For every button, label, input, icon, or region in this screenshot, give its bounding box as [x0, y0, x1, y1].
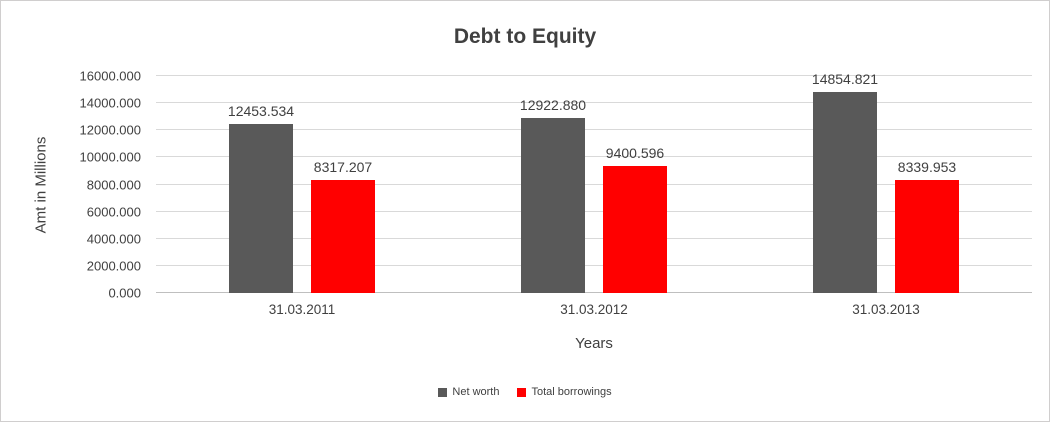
legend-swatch	[438, 387, 448, 397]
data-label: 8317.207	[313, 159, 373, 176]
bar-total-borrowings: 8339.953	[895, 159, 959, 293]
gridline	[156, 237, 1032, 239]
data-label: 12453.534	[227, 103, 295, 120]
y-tick-label: 2000.000	[86, 258, 141, 274]
bar-net-worth: 14854.821	[812, 71, 878, 293]
gridline	[156, 129, 1032, 131]
data-label: 14854.821	[811, 70, 879, 87]
plot-area: 12453.534 8317.207 12922.880 9400.596 14854.…	[156, 71, 1032, 293]
gridline	[156, 156, 1032, 158]
legend-item: Total borrowings	[517, 386, 612, 398]
gridline	[156, 210, 1032, 212]
x-axis-ticks: 31.03.2011 31.03.2012 31.03.2013	[156, 302, 1032, 317]
gridline	[156, 102, 1032, 104]
y-axis-ticks: 0.000 2000.000 4000.000 6000.000 8000.000 100…	[1, 69, 149, 301]
bar-group: 12922.880 9400.596	[448, 76, 740, 293]
y-tick-label: 14000.000	[79, 95, 141, 111]
y-tick-label: 10000.000	[79, 149, 141, 165]
legend-item: Net worth	[438, 386, 499, 398]
x-axis-title: Years	[575, 335, 613, 352]
x-tick-label: 31.03.2013	[852, 302, 920, 317]
y-tick-label: 4000.000	[86, 231, 141, 247]
bar-net-worth: 12922.880	[520, 97, 586, 293]
data-label: 9400.596	[605, 144, 665, 161]
chart-title: Debt to Equity	[453, 25, 597, 48]
gridline	[156, 183, 1032, 185]
y-tick-label: 12000.000	[79, 122, 141, 138]
gridline	[156, 75, 1032, 76]
bar-groups: 12453.534 8317.207 12922.880 9400.596 14854.…	[156, 71, 1032, 293]
legend-swatch	[517, 387, 527, 397]
bar-total-borrowings: 9400.596	[603, 145, 667, 293]
y-tick-label: 8000.000	[86, 177, 141, 192]
y-tick-label: 6000.000	[86, 204, 141, 220]
x-tick-label: 31.03.2012	[560, 302, 628, 317]
y-tick-label: 0.000	[108, 285, 141, 301]
legend-label: Total borrowings	[531, 386, 612, 398]
data-label: 8339.953	[897, 158, 957, 175]
bar-total-borrowings: 8317.207	[311, 159, 375, 293]
bar-net-worth: 12453.534	[228, 103, 294, 293]
y-tick-label: 16000.000	[79, 68, 141, 84]
data-label: 12922.880	[519, 96, 587, 113]
bar-group: 14854.821 8339.953	[740, 71, 1032, 293]
gridline	[156, 264, 1032, 266]
legend: Net worth Total borrowings	[1, 386, 1049, 398]
bar-group: 12453.534 8317.207	[156, 76, 448, 293]
legend-label: Net worth	[452, 386, 500, 398]
x-tick-label: 31.03.2011	[268, 302, 336, 317]
gridline	[156, 292, 1032, 293]
